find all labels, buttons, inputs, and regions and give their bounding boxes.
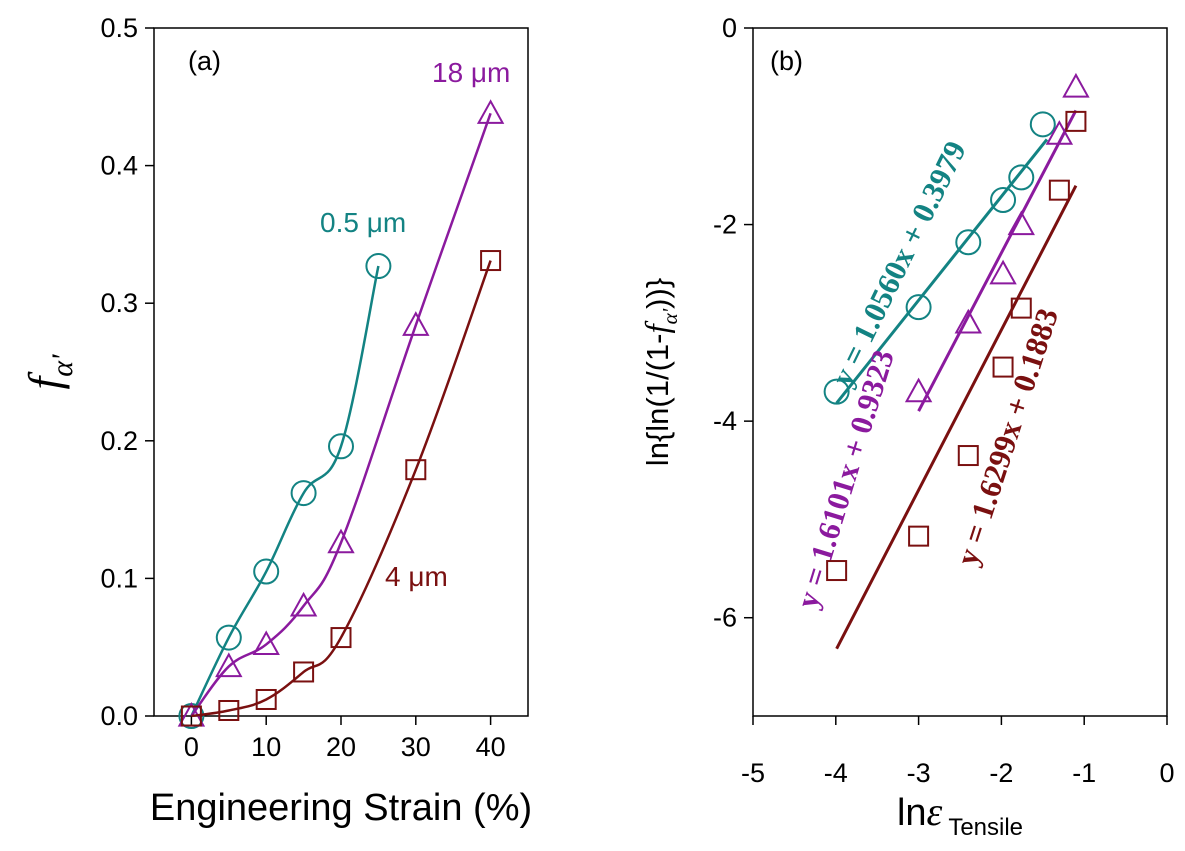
panel-b-y-axis-title-sub: α' [658,308,682,324]
panel-a-series-label: 18 μm [432,57,510,88]
panel-b-data-point [1045,120,1074,145]
panel-b-fit-equation: y = 1.6299x + 0.1883 [949,304,1065,570]
panel-a-x-tick-label: 20 [326,732,356,762]
panel-b-x-axis-title-symbol: ε [927,789,943,834]
panel-b-data-point [1007,210,1035,236]
panel-b-y-tick-label: 0 [722,13,737,43]
panel-a-x-tick-label: 10 [251,732,281,762]
panel-b-y-axis-title-prefix: ln{ln(1/(1- [640,334,675,467]
panel-a-data-point [402,311,430,336]
panel-a-series-line [191,260,492,718]
panel-b-y-tick-label: -6 [713,603,737,633]
panel-a-data-point [290,480,317,507]
panel-a-data-point [476,99,505,124]
panel-a-data-point [215,624,242,651]
panel-b-x-axis-title-prefix: ln [897,792,927,834]
panel-b-fit-line [835,185,1078,650]
panel-a-data-point [328,433,354,460]
panel-a-series-label: 0.5 μm [320,207,406,238]
panel-b-data-point [955,229,982,256]
panel-a-data-point [293,661,315,683]
panel-a-y-axis-title-sub: α' [46,354,79,377]
panel-a-y-tick-label: 0.1 [100,563,138,593]
panel-b-data-point [957,445,979,467]
panel-b-x-tick-label: -5 [741,758,765,788]
panel-b-data-point [826,560,848,582]
panel-a-series-line [190,112,492,717]
panel-b-frame [752,27,1168,717]
panel-b-x-tick-label: -3 [907,758,931,788]
panel-a-data-point [252,630,280,656]
panel-a-y-tick-label: 0.3 [100,288,138,318]
panel-b-y-axis-title-suffix: ))} [640,278,675,309]
panel-a-data-point [365,253,392,280]
panel-b-data-point [908,525,930,547]
panel-a-series-label: 4 μm [385,561,448,592]
panel-a-data-point [327,528,355,554]
panel-a-label: (a) [188,46,221,76]
panel-a-series-line [190,265,380,717]
panel-a-data-point [480,250,502,272]
panel-b-data-point [1062,72,1090,98]
panel-a-chart: 0 10 20 30 40 0.0 0.1 0.2 0.3 0.4 0.5 0.5 μm 18 μm 4… [19,13,532,829]
panel-a-data-point [330,627,352,649]
panel-b-y-tick-label: -2 [713,210,737,240]
panel-a-y-tick-label: 0.4 [100,151,138,181]
panel-a-y-axis-title: fα' [19,354,79,390]
panel-b-data-point [1010,297,1032,319]
panel-a-y-tick-label: 0.2 [100,426,138,456]
panel-a-series-1: 18 μm [177,57,510,727]
panel-a-series-0: 0.5 μm [178,207,406,729]
panel-b-y-axis-title: ln{ln(1/(1-fα'))} [640,278,682,466]
panel-a-x-tick-label: 30 [401,732,431,762]
panel-a-data-point [405,459,427,481]
panel-a-y-tick-label: 0.5 [100,13,138,43]
panel-a-series-2: 4 μm [180,250,502,727]
panel-b-x-tick-label: -4 [824,758,848,788]
panel-b-data-point [1008,164,1035,191]
panel-b-data-point [1065,110,1087,132]
panel-a-x-tick-label: 40 [476,732,506,762]
panel-b-data-point [1029,111,1056,138]
panel-b-x-tick-label: 0 [1159,758,1174,788]
panel-a-y-tick-label: 0.0 [100,701,138,731]
panel-b-data-point [1048,179,1070,201]
panel-a-data-point [180,705,202,727]
panel-b-x-tick-label: -2 [989,758,1013,788]
panel-a-x-tick-label: 0 [184,732,199,762]
panel-b-data-point [905,294,932,321]
panel-b-data-point [954,308,982,334]
panel-b-data-point [990,187,1017,213]
panel-a-data-point [215,652,243,678]
panel-a-frame [153,27,529,717]
panel-b-data-point [989,259,1017,285]
panel-a-data-point [289,591,318,617]
panel-a-data-point [255,688,277,710]
panel-b-chart: -5 -4 -3 -2 -1 00-2-4-6 y = 1.0560x + 0.3979y… [640,13,1175,841]
panel-b-x-axis-title: lnε Tensile [897,789,1023,841]
panel-b-label: (b) [770,46,803,76]
panel-b-y-tick-label: -4 [713,406,737,436]
panel-b-x-axis-title-sub: Tensile [948,814,1023,841]
panel-b-data-point [823,378,850,405]
panel-a-data-point [218,699,240,721]
panel-b-data-point [992,356,1014,378]
panel-b-data-point [904,377,933,403]
panel-b-fit-line [917,109,1078,412]
panel-b-x-tick-label: -1 [1072,758,1096,788]
panel-a-data-point [253,558,280,585]
panel-a-x-axis-title: Engineering Strain (%) [150,787,532,829]
